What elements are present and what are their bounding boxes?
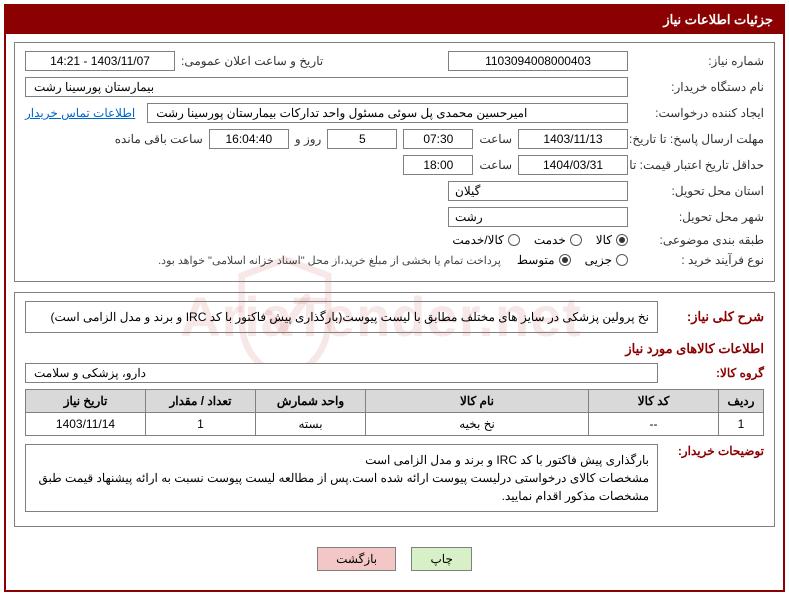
radio-goods[interactable]: کالا [596, 233, 628, 247]
th-date: تاریخ نیاز [26, 390, 146, 413]
purchase-type-label: نوع فرآیند خرید : [634, 253, 764, 267]
days-remaining: 5 [327, 129, 397, 149]
print-button[interactable]: چاپ [411, 547, 471, 571]
deadline-date: 1403/11/13 [518, 129, 628, 149]
time-word-1: ساعت [479, 132, 512, 146]
radio-minor[interactable]: جزیی [585, 253, 628, 267]
radio-medium-label: متوسط [517, 253, 555, 267]
contact-buyer-link[interactable]: اطلاعات تماس خریدار [25, 106, 135, 120]
validity-label: حداقل تاریخ اعتبار قیمت: تا تاریخ: [634, 158, 764, 172]
table-row: 1 -- نخ بخیه بسته 1 1403/11/14 [26, 413, 764, 436]
radio-service-label: خدمت [534, 233, 566, 247]
radio-goods-label: کالا [596, 233, 612, 247]
buyer-org-value: بیمارستان پورسینا رشت [25, 77, 628, 97]
main-info-box: شماره نیاز: 1103094008000403 تاریخ و ساع… [14, 42, 775, 282]
buyer-notes-line2: مشخصات کالای درخواستی درلیست پیوست ارائه… [34, 469, 649, 505]
buyer-notes-label: توضیحات خریدار: [664, 444, 764, 458]
radio-goods-service[interactable]: کالا/خدمت [452, 233, 519, 247]
cell-name: نخ بخیه [366, 413, 589, 436]
time-word-2: ساعت [479, 158, 512, 172]
province-value: گیلان [448, 181, 628, 201]
time-remaining: 16:04:40 [209, 129, 289, 149]
cell-date: 1403/11/14 [26, 413, 146, 436]
goods-group-value: دارو، پزشکی و سلامت [25, 363, 658, 383]
th-name: نام کالا [366, 390, 589, 413]
details-box: شرح کلی نیاز: نخ پرولین پزشکی در سایز ها… [14, 292, 775, 527]
th-row: ردیف [719, 390, 764, 413]
requester-label: ایجاد کننده درخواست: [634, 106, 764, 120]
goods-table: ردیف کد کالا نام کالا واحد شمارش تعداد /… [25, 389, 764, 436]
cell-qty: 1 [146, 413, 256, 436]
city-label: شهر محل تحویل: [634, 210, 764, 224]
page-title: جزئیات اطلاعات نیاز [6, 6, 783, 34]
requester-value: امیرحسین محمدی پل سوئی مسئول واحد تدارکا… [147, 103, 628, 123]
deadline-time: 07:30 [403, 129, 473, 149]
radio-icon [616, 254, 628, 266]
purchase-type-radio-group: جزیی متوسط [517, 253, 628, 267]
announce-value: 1403/11/07 - 14:21 [25, 51, 175, 71]
payment-note: پرداخت تمام یا بخشی از مبلغ خرید،از محل … [158, 254, 501, 267]
province-label: استان محل تحویل: [634, 184, 764, 198]
remaining-word: ساعت باقی مانده [115, 132, 203, 146]
th-qty: تعداد / مقدار [146, 390, 256, 413]
cell-unit: بسته [256, 413, 366, 436]
buyer-notes-line1: بارگذاری پیش فاکتور با کد IRC و برند و م… [34, 451, 649, 469]
table-header-row: ردیف کد کالا نام کالا واحد شمارش تعداد /… [26, 390, 764, 413]
goods-info-title: اطلاعات کالاهای مورد نیاز [25, 341, 764, 357]
deadline-label: مهلت ارسال پاسخ: تا تاریخ: [634, 132, 764, 146]
category-radio-group: کالا خدمت کالا/خدمت [452, 233, 628, 247]
validity-time: 18:00 [403, 155, 473, 175]
need-number-value: 1103094008000403 [448, 51, 628, 71]
cell-row: 1 [719, 413, 764, 436]
radio-icon [508, 234, 520, 246]
radio-icon [559, 254, 571, 266]
th-unit: واحد شمارش [256, 390, 366, 413]
radio-goods-service-label: کالا/خدمت [452, 233, 503, 247]
validity-date: 1404/03/31 [518, 155, 628, 175]
announce-label: تاریخ و ساعت اعلان عمومی: [181, 54, 323, 68]
radio-icon [616, 234, 628, 246]
radio-medium[interactable]: متوسط [517, 253, 571, 267]
buyer-org-label: نام دستگاه خریدار: [634, 80, 764, 94]
overview-title: شرح کلی نیاز: [664, 309, 764, 325]
cell-code: -- [589, 413, 719, 436]
buyer-notes-box: بارگذاری پیش فاکتور با کد IRC و برند و م… [25, 444, 658, 512]
back-button[interactable]: بازگشت [317, 547, 396, 571]
th-code: کد کالا [589, 390, 719, 413]
category-label: طبقه بندی موضوعی: [634, 233, 764, 247]
city-value: رشت [448, 207, 628, 227]
need-number-label: شماره نیاز: [634, 54, 764, 68]
radio-service[interactable]: خدمت [534, 233, 582, 247]
radio-icon [570, 234, 582, 246]
goods-group-label: گروه کالا: [664, 366, 764, 380]
overview-text: نخ پرولین پزشکی در سایز های مختلف مطابق … [25, 301, 658, 333]
button-row: چاپ بازگشت [14, 537, 775, 581]
days-word: روز و [295, 132, 322, 146]
radio-minor-label: جزیی [585, 253, 612, 267]
